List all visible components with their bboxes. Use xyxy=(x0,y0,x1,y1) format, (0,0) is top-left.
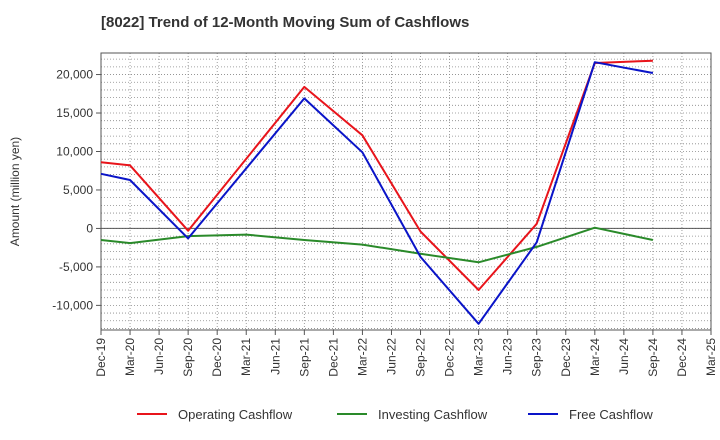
x-axis-ticks: Dec-19 Mar-20 Jun-20 Sep-20 Dec-20 Mar-21 Jun-… xyxy=(94,330,718,377)
x-tick-label: Mar-25 xyxy=(704,338,718,376)
legend: Operating Cashflow Investing Cashflow Free… xyxy=(137,407,653,422)
x-tick-label: Dec-19 xyxy=(94,338,108,377)
y-tick-label: 0 xyxy=(86,221,93,235)
y-axis-ticks: -10,000 -5,000 0 5,000 10,000 15,000 20,000 xyxy=(52,68,101,312)
x-tick-label: Mar-20 xyxy=(123,338,137,376)
x-tick-label: Mar-23 xyxy=(472,338,486,376)
x-tick-label: Sep-20 xyxy=(181,338,195,377)
y-tick-label: 10,000 xyxy=(56,144,93,158)
y-tick-label: 5,000 xyxy=(63,183,93,197)
x-tick-label: Dec-20 xyxy=(210,338,224,377)
plot-area xyxy=(101,53,711,330)
chart-title: [8022] Trend of 12-Month Moving Sum of C… xyxy=(101,14,470,31)
x-tick-label: Dec-23 xyxy=(559,338,573,377)
y-tick-label: 15,000 xyxy=(56,106,93,120)
x-tick-label: Dec-21 xyxy=(326,338,340,377)
x-tick-label: Jun-23 xyxy=(501,338,515,375)
x-tick-label: Mar-24 xyxy=(588,338,602,376)
x-tick-label: Dec-24 xyxy=(675,338,689,377)
operating-cashflow-line xyxy=(100,59,653,291)
x-tick-label: Jun-22 xyxy=(384,338,398,375)
y-axis-label: Amount (million yen) xyxy=(8,137,22,246)
x-tick-label: Dec-22 xyxy=(443,338,457,377)
x-tick-label: Sep-23 xyxy=(530,338,544,377)
x-tick-label: Sep-24 xyxy=(646,338,660,377)
x-tick-label: Sep-21 xyxy=(297,338,311,377)
x-tick-label: Jun-21 xyxy=(268,338,282,375)
x-tick-label: Sep-22 xyxy=(414,338,428,377)
free-cashflow-line xyxy=(100,61,654,325)
y-tick-label: 20,000 xyxy=(56,68,93,82)
operating-cashflow-legend-label: Operating Cashflow xyxy=(178,407,293,422)
x-tick-label: Jun-20 xyxy=(152,338,166,375)
x-tick-label: Mar-22 xyxy=(355,338,369,376)
free-cashflow-legend-label: Free Cashflow xyxy=(569,407,653,422)
y-tick-label: -10,000 xyxy=(52,298,93,312)
plot-frame xyxy=(100,52,712,331)
x-tick-label: Jun-24 xyxy=(617,338,631,375)
x-tick-label: Mar-21 xyxy=(239,338,253,376)
investing-cashflow-legend-label: Investing Cashflow xyxy=(378,407,488,422)
investing-cashflow-line xyxy=(100,226,654,264)
series-lines xyxy=(100,59,654,325)
y-tick-label: -5,000 xyxy=(59,260,93,274)
